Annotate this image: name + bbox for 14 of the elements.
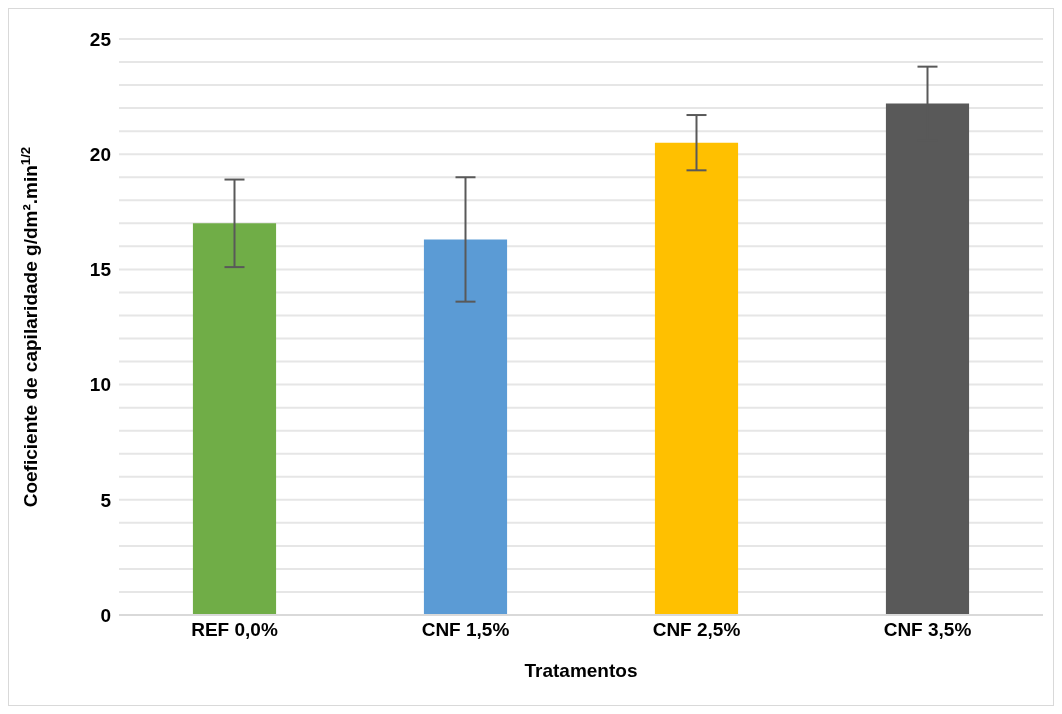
x-tick-label: CNF 1,5% bbox=[421, 619, 510, 641]
y-tick-label: 20 bbox=[89, 143, 111, 165]
x-axis-title: Tratamentos bbox=[524, 660, 638, 681]
y-tick-label: 0 bbox=[100, 604, 111, 626]
bar bbox=[192, 223, 277, 615]
y-tick-label: 5 bbox=[100, 489, 112, 511]
x-tick-label: REF 0,0% bbox=[191, 619, 278, 641]
y-tick-label: 10 bbox=[89, 374, 111, 396]
x-tick-label: CNF 3,5% bbox=[883, 619, 972, 641]
y-tick-label: 25 bbox=[89, 28, 112, 50]
x-tick-label: CNF 2,5% bbox=[652, 619, 741, 641]
bar bbox=[654, 142, 739, 615]
y-tick-label: 15 bbox=[89, 259, 112, 281]
bar bbox=[423, 239, 508, 615]
